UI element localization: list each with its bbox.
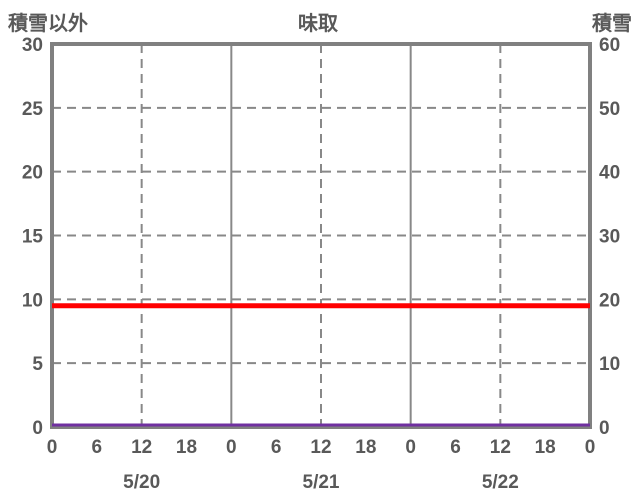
left-axis-tick-label: 15: [22, 227, 44, 248]
x-axis-hour-label: 6: [92, 437, 103, 458]
x-axis-hour-label: 18: [355, 437, 376, 458]
right-axis-title: 積雪: [592, 13, 632, 35]
right-axis-tick-label: 20: [599, 290, 620, 311]
left-axis-tick-label: 30: [22, 35, 43, 56]
x-axis-date-label: 5/22: [482, 472, 519, 493]
x-axis-hour-label: 0: [47, 437, 58, 458]
left-axis-tick-label: 10: [22, 290, 43, 311]
right-axis-tick-label: 60: [599, 35, 620, 56]
left-axis-tick-label: 25: [22, 99, 44, 120]
x-axis-hour-label: 6: [271, 437, 282, 458]
x-axis-hour-label: 12: [310, 437, 331, 458]
x-axis-hour-label: 0: [585, 437, 596, 458]
x-axis-hour-label: 12: [490, 437, 511, 458]
left-axis-tick-label: 0: [32, 418, 43, 439]
x-axis-hour-label: 18: [535, 437, 556, 458]
x-axis-date-label: 5/20: [123, 472, 160, 493]
x-axis-hour-label: 0: [226, 437, 237, 458]
plot-border: [50, 42, 592, 429]
left-axis-tick-label: 20: [22, 163, 43, 184]
right-axis-tick-label: 10: [599, 354, 620, 375]
station-title: 味取: [298, 13, 338, 35]
left-axis-title: 積雪以外: [8, 13, 88, 35]
x-axis-hour-label: 18: [176, 437, 197, 458]
x-axis-hour-label: 0: [405, 437, 416, 458]
right-axis-tick-label: 50: [599, 99, 620, 120]
x-axis-hour-label: 6: [450, 437, 461, 458]
left-axis-tick-label: 5: [32, 354, 43, 375]
right-axis-tick-label: 0: [599, 418, 610, 439]
x-axis-hour-label: 12: [131, 437, 152, 458]
x-axis-date-label: 5/21: [303, 472, 340, 493]
right-axis-tick-label: 40: [599, 163, 620, 184]
right-axis-tick-label: 30: [599, 227, 620, 248]
